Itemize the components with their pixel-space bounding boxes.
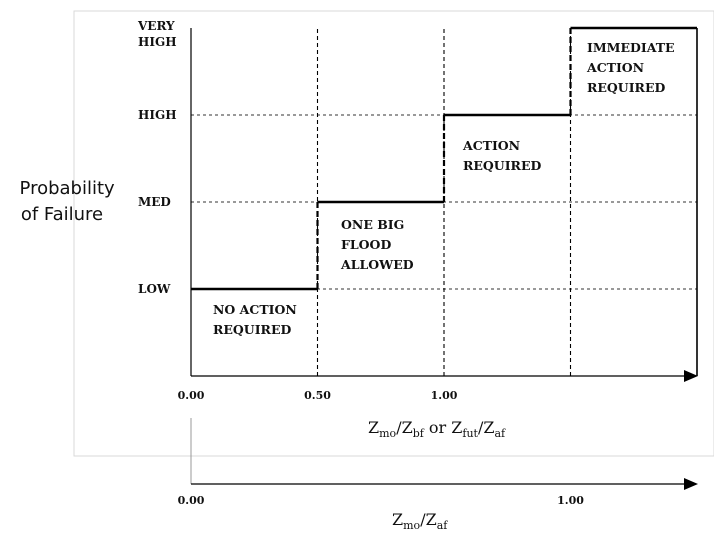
y-axis-label-line-2: of Failure	[21, 204, 103, 225]
y-level-label-very-high-line-2: HIGH	[138, 35, 177, 49]
y-axis-label-line-1: Probability	[20, 178, 115, 199]
zone-label-3-line-0: IMMEDIATE	[587, 40, 675, 55]
zone-label-1-line-1: FLOOD	[341, 237, 391, 252]
chart-frame	[73, 10, 714, 457]
zone-labels: NO ACTION REQUIRED ONE BIG FLOOD ALLOWED ACTI…	[213, 40, 675, 337]
axes	[190, 28, 698, 382]
y-level-labels: LOW MED HIGH VERY HIGH	[137, 19, 177, 296]
y-level-label-high: HIGH	[138, 108, 177, 122]
sec-title-sub2: af	[437, 519, 449, 532]
zone-label-2-line-1: REQUIRED	[463, 158, 541, 173]
x-tick-label-1: 0.50	[304, 389, 331, 402]
x-title-z3: Z	[451, 418, 462, 437]
x-axis-title: Zmo/Zbf or Zfut/Zaf	[368, 418, 506, 440]
secondary-axis-arrowhead	[684, 478, 698, 490]
zone-label-0-line-0: NO ACTION	[213, 302, 297, 317]
x-tick-label-0: 0.00	[178, 389, 205, 402]
secondary-tick-labels: 0.00 1.00	[178, 494, 585, 507]
x-title-z4: /Z	[478, 418, 495, 437]
y-level-label-low: LOW	[138, 282, 171, 296]
x-tick-label-2: 1.00	[431, 389, 458, 402]
y-axis-label: Probability of Failure	[20, 178, 121, 225]
sec-title-z2: /Z	[420, 510, 437, 529]
zone-label-1-line-0: ONE BIG	[341, 217, 404, 232]
x-title-z1: Z	[368, 418, 379, 437]
zone-label-1-line-2: ALLOWED	[340, 257, 414, 272]
zone-label-3-line-1: ACTION	[586, 60, 644, 75]
x-axis-arrowhead	[684, 370, 698, 382]
sec-title-sub1: mo	[403, 519, 420, 532]
zone-label-2: ACTION REQUIRED	[462, 138, 541, 173]
zone-label-0: NO ACTION REQUIRED	[213, 302, 297, 337]
zone-label-2-line-0: ACTION	[462, 138, 520, 153]
zone-label-3-line-2: REQUIRED	[587, 80, 665, 95]
zone-label-3: IMMEDIATE ACTION REQUIRED	[586, 40, 675, 95]
sec-title-z1: Z	[392, 510, 403, 529]
x-title-sub2: bf	[413, 427, 425, 440]
x-tick-labels: 0.00 0.50 1.00	[178, 389, 458, 402]
x-title-sub1: mo	[379, 427, 396, 440]
x-title-z2: /Z	[396, 418, 413, 437]
y-level-label-med: MED	[138, 195, 171, 209]
secondary-tick-label-0: 0.00	[178, 494, 205, 507]
secondary-tick-label-1: 1.00	[557, 494, 584, 507]
x-title-sub3: fut	[462, 427, 478, 440]
secondary-axis-title: Zmo/Zaf	[392, 510, 448, 532]
x-title-sub4: af	[495, 427, 507, 440]
y-level-label-very-high-line-1: VERY	[137, 19, 175, 33]
secondary-x-axis	[190, 418, 698, 490]
zone-label-0-line-1: REQUIRED	[213, 322, 291, 337]
step-series	[191, 26, 697, 291]
zone-label-1: ONE BIG FLOOD ALLOWED	[340, 217, 414, 272]
y-level-label-very-high: VERY HIGH	[137, 19, 177, 49]
x-title-or: or	[424, 418, 451, 437]
